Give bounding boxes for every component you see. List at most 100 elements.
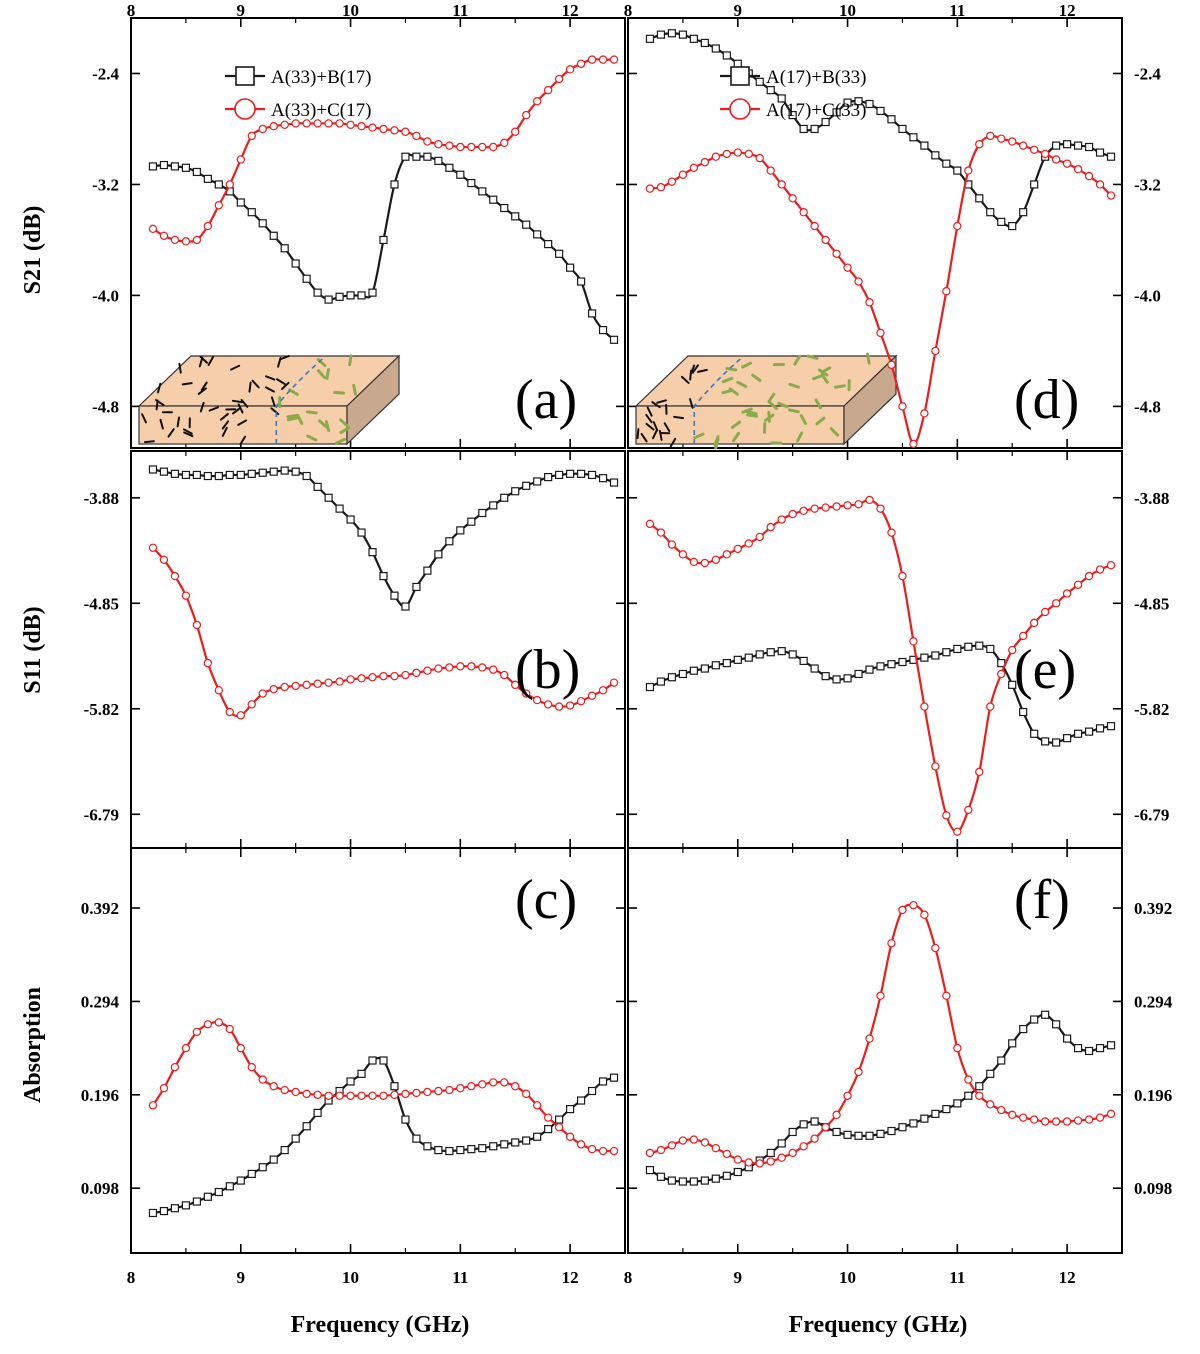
y-tick-label: -3.2	[92, 175, 119, 194]
data-point-square	[876, 1129, 885, 1138]
data-point-circle	[390, 126, 399, 135]
data-point-circle	[379, 1091, 388, 1100]
data-point-circle	[368, 673, 377, 682]
data-point-square	[434, 550, 443, 559]
data-point-circle	[1040, 607, 1050, 617]
green-fiber	[793, 354, 802, 366]
data-point-square	[777, 647, 786, 656]
data-point-circle	[931, 346, 940, 356]
data-point-square	[854, 97, 863, 106]
data-point-circle	[192, 235, 202, 245]
panel-frame	[627, 847, 1123, 1254]
data-point-circle	[1084, 1115, 1094, 1124]
black-fiber	[645, 413, 653, 424]
series-red	[148, 543, 619, 720]
data-point-square	[777, 94, 786, 103]
data-point-circle	[1029, 145, 1039, 154]
data-point-square	[258, 468, 267, 477]
data-point-square	[445, 1146, 454, 1156]
data-point-square	[467, 517, 476, 526]
data-point-square	[689, 1177, 698, 1186]
data-point-circle	[711, 555, 721, 564]
data-point-circle	[909, 900, 918, 910]
data-point-square	[1063, 1034, 1072, 1043]
data-point-circle	[467, 1082, 476, 1091]
green-fiber	[324, 420, 331, 432]
data-point-square	[678, 1177, 687, 1186]
data-point-square	[423, 566, 432, 575]
data-point-square	[744, 653, 753, 662]
data-point-square	[898, 124, 907, 134]
data-point-square	[522, 220, 531, 229]
data-point-square	[667, 1176, 677, 1185]
data-point-square	[920, 1114, 929, 1123]
data-point-square	[412, 582, 421, 592]
data-point-circle	[876, 991, 885, 1000]
data-point-square	[645, 1165, 655, 1175]
data-point-circle	[456, 1083, 465, 1093]
data-point-square	[379, 1056, 388, 1065]
black-fiber	[219, 412, 229, 421]
data-point-circle	[335, 677, 344, 686]
black-fiber	[156, 382, 162, 394]
data-point-circle	[598, 55, 608, 64]
green-fiber	[768, 400, 778, 411]
data-point-circle	[269, 685, 278, 694]
y-tick-label: -4.0	[92, 286, 119, 305]
black-fiber	[689, 364, 696, 375]
data-point-square	[170, 469, 180, 478]
data-point-circle	[401, 1089, 410, 1099]
data-point-square	[247, 469, 256, 478]
data-point-circle	[159, 1083, 169, 1093]
data-point-square	[566, 469, 575, 478]
black-fiber	[208, 406, 219, 412]
data-point-circle	[733, 544, 742, 554]
black-fiber	[237, 419, 248, 426]
data-point-square	[247, 1169, 256, 1179]
data-point-circle	[1084, 171, 1094, 181]
data-point-square	[214, 471, 223, 481]
data-point-square	[711, 44, 720, 53]
data-point-square	[799, 1120, 808, 1129]
data-point-circle	[975, 1091, 984, 1100]
data-point-square	[346, 1077, 355, 1086]
data-point-square	[1106, 722, 1116, 731]
data-point-square	[953, 1099, 962, 1108]
green-fiber	[693, 432, 705, 440]
black-fiber	[143, 440, 155, 444]
data-point-circle	[678, 550, 688, 559]
data-point-circle	[777, 515, 786, 524]
data-point-circle	[997, 669, 1006, 679]
data-point-square	[832, 1127, 841, 1137]
data-point-square	[566, 263, 575, 272]
data-point-square	[854, 669, 863, 679]
green-fiber	[730, 420, 742, 429]
data-point-square	[964, 1091, 973, 1100]
data-point-square	[522, 1136, 531, 1145]
x-tick-label: 10	[839, 1268, 856, 1287]
y-tick-label: -3.88	[84, 489, 119, 508]
data-point-square	[236, 470, 245, 480]
data-point-square	[986, 644, 995, 654]
data-point-circle	[225, 180, 234, 189]
data-point-square	[1084, 142, 1094, 152]
data-point-square	[986, 1069, 995, 1078]
data-point-circle	[181, 591, 191, 600]
data-point-circle	[854, 500, 863, 509]
black-fiber	[182, 428, 193, 435]
panel-label-a: (a)	[515, 369, 577, 431]
data-point-square	[1063, 734, 1072, 743]
panel-label-e: (e)	[1014, 639, 1076, 701]
block-front-face	[635, 405, 845, 445]
data-point-circle	[689, 557, 699, 567]
series-line	[152, 58, 615, 243]
x-tick-label-top: 9	[237, 1, 246, 20]
green-fiber	[788, 382, 800, 389]
data-point-circle	[565, 65, 575, 74]
y-tick-label: -3.88	[1134, 489, 1169, 508]
data-point-square	[313, 1108, 322, 1118]
data-point-circle	[412, 1088, 421, 1098]
black-fiber	[231, 407, 242, 415]
data-point-circle	[1073, 164, 1083, 174]
